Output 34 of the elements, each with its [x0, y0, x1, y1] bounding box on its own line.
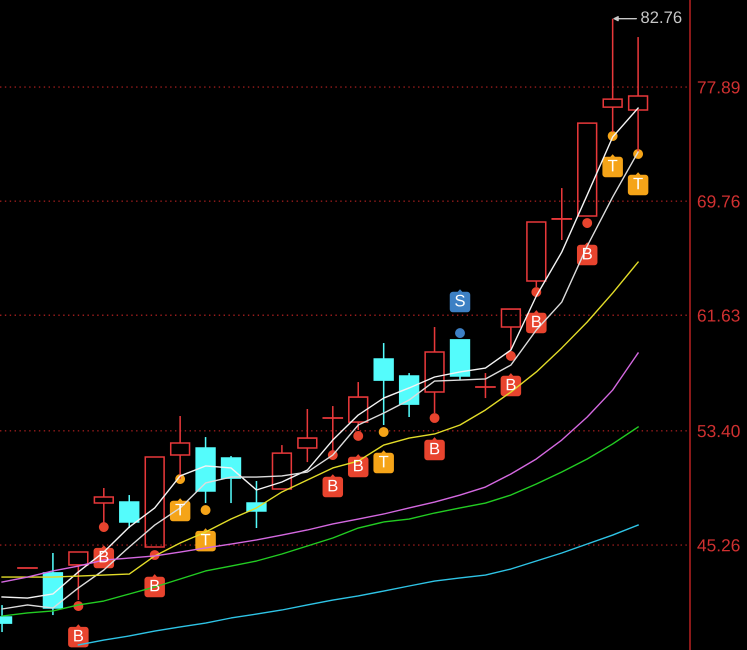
y-tick-label: 69.76 — [698, 195, 740, 208]
text: T — [378, 456, 388, 468]
series-label: B — [74, 630, 84, 642]
candlestick — [195, 436, 216, 504]
annotation: 82.76 — [641, 11, 682, 24]
text: B — [430, 442, 440, 454]
y-tick-label: 53.40 — [698, 424, 740, 438]
text: T — [633, 178, 643, 190]
text: T — [608, 160, 618, 172]
point — [455, 328, 465, 338]
text: B — [354, 460, 363, 472]
point — [353, 431, 364, 441]
series-label: S — [455, 294, 465, 307]
point — [98, 522, 109, 532]
line-series — [1, 261, 639, 578]
y-tick-label: 45.26 — [697, 539, 740, 552]
point — [582, 218, 592, 228]
series-label: T — [200, 534, 210, 546]
candlestick — [297, 408, 318, 463]
candlestick — [373, 342, 394, 426]
point — [200, 505, 210, 515]
text: B — [532, 316, 542, 328]
candlestick — [272, 444, 292, 490]
candlestick — [475, 372, 496, 399]
point — [378, 427, 389, 437]
text: B — [506, 378, 516, 390]
point — [506, 351, 516, 361]
candlestick — [500, 308, 522, 351]
y-tick-label: 61.63 — [698, 309, 740, 322]
y-tick-label: 77.89 — [698, 81, 740, 94]
point — [430, 413, 440, 423]
text: B — [328, 480, 338, 492]
candlestick — [144, 456, 165, 548]
candlestick — [551, 187, 572, 241]
